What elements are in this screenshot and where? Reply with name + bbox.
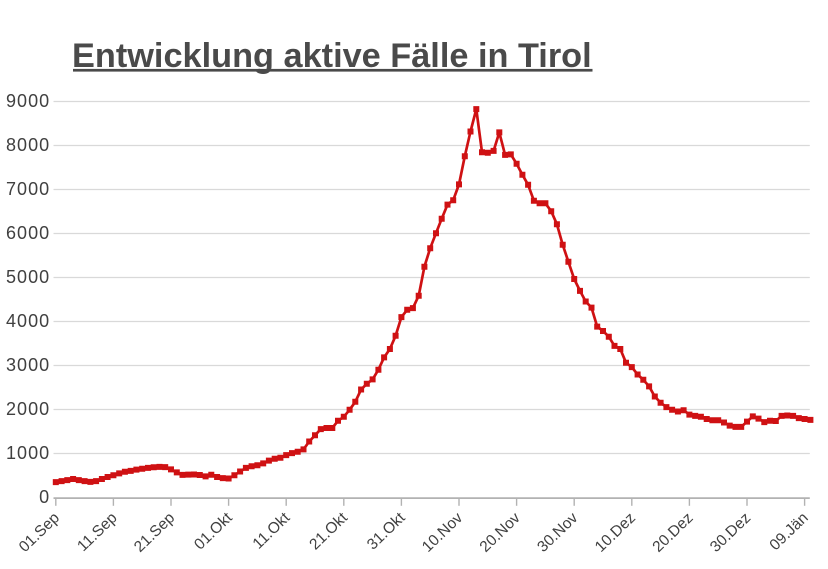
svg-text:Entwicklung aktive Fälle in Ti: Entwicklung aktive Fälle in Tirol	[72, 37, 592, 75]
svg-text:01.Sep: 01.Sep	[16, 509, 63, 555]
svg-text:30.Dez: 30.Dez	[707, 509, 754, 555]
svg-text:11.Sep: 11.Sep	[74, 509, 120, 555]
svg-text:09.Jän: 09.Jän	[766, 509, 811, 554]
svg-text:21.Okt: 21.Okt	[306, 509, 351, 553]
svg-text:10.Dez: 10.Dez	[592, 509, 639, 555]
svg-text:1000: 1000	[6, 443, 49, 463]
svg-text:8000: 8000	[6, 135, 49, 155]
svg-text:01.Okt: 01.Okt	[191, 509, 236, 553]
svg-text:5000: 5000	[6, 267, 49, 287]
svg-text:6000: 6000	[6, 223, 49, 243]
svg-text:11.Okt: 11.Okt	[250, 509, 294, 553]
svg-text:10.Nov: 10.Nov	[419, 509, 466, 556]
svg-text:30.Nov: 30.Nov	[534, 509, 581, 556]
svg-text:21.Sep: 21.Sep	[131, 509, 178, 555]
svg-text:4000: 4000	[6, 311, 49, 331]
svg-text:0: 0	[39, 487, 49, 507]
svg-text:9000: 9000	[6, 91, 49, 111]
svg-text:31.Okt: 31.Okt	[364, 509, 409, 553]
svg-text:20.Nov: 20.Nov	[477, 509, 524, 556]
svg-text:20.Dez: 20.Dez	[649, 509, 696, 555]
svg-text:7000: 7000	[6, 179, 49, 199]
svg-text:2000: 2000	[6, 399, 49, 419]
svg-text:3000: 3000	[6, 355, 49, 375]
